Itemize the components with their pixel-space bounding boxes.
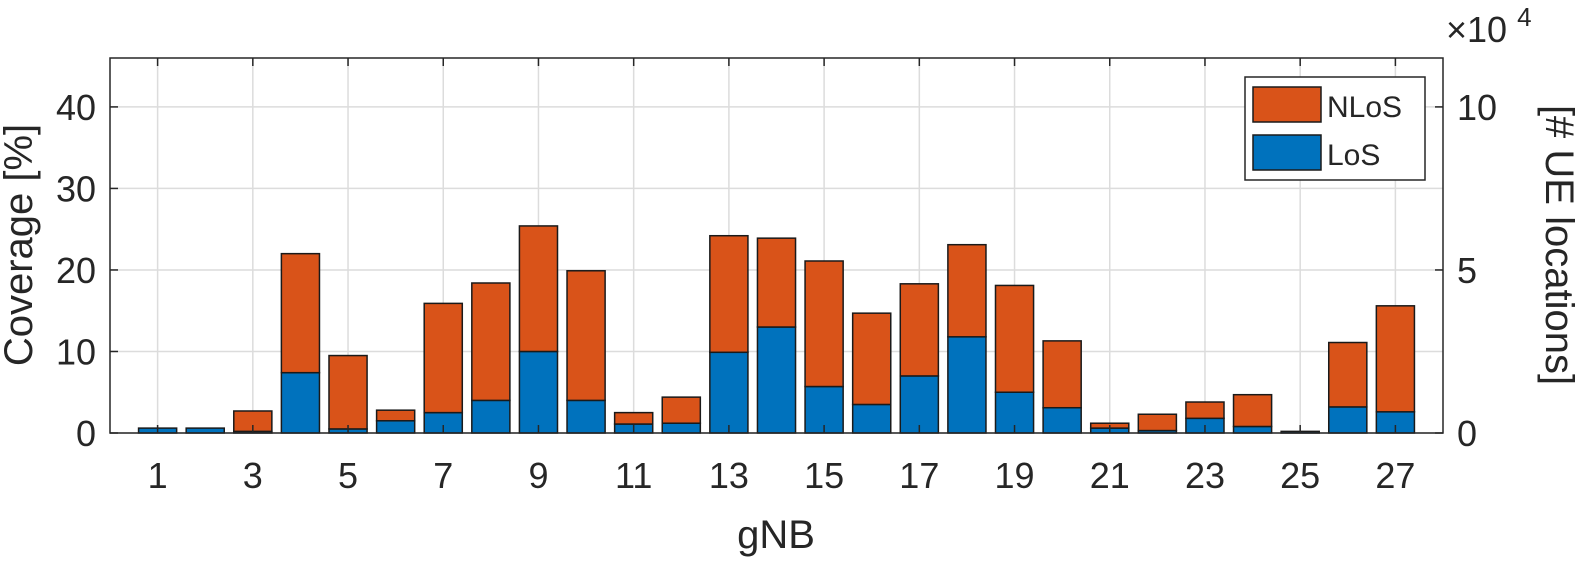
bar-los	[709, 351, 749, 434]
x-tick-label: 9	[528, 455, 548, 496]
y2-tick-label: 5	[1457, 250, 1477, 291]
y2-multiplier-label: ×10 4	[1446, 2, 1532, 50]
x-tick-label: 25	[1280, 455, 1320, 496]
bar-los	[804, 385, 844, 434]
legend-label-los: LoS	[1327, 139, 1380, 172]
bar-nlos	[756, 237, 797, 328]
x-tick-label: 7	[433, 455, 453, 496]
y-tick-label: 30	[56, 168, 96, 209]
bar-nlos	[1042, 340, 1082, 409]
legend: NLoS LoS	[1244, 76, 1426, 181]
bar-nlos	[1375, 305, 1416, 413]
bar-nlos	[471, 282, 511, 402]
y2-multiplier-base: ×10	[1446, 9, 1507, 50]
bar-los	[280, 371, 321, 434]
y2-multiplier-exponent: 4	[1517, 2, 1531, 32]
bar-nlos	[661, 396, 702, 424]
legend-swatch-los	[1252, 134, 1322, 171]
bar-nlos	[804, 260, 844, 388]
bar-nlos	[613, 411, 654, 425]
legend-label-nlos: NLoS	[1327, 91, 1402, 124]
x-axis-label: gNB	[737, 513, 815, 557]
bar-los	[661, 422, 702, 434]
bar-nlos	[1137, 413, 1178, 432]
y2-axis-label: [# UE locations]	[1537, 105, 1578, 385]
bar-nlos	[1327, 341, 1368, 408]
bar-nlos	[518, 225, 559, 353]
x-tick-label: 13	[709, 455, 749, 496]
y-tick-label: 10	[56, 331, 96, 372]
bar-nlos	[1185, 401, 1225, 420]
bar-los	[947, 336, 987, 434]
legend-swatch-nlos	[1252, 86, 1322, 123]
y-axis-label: Coverage [%]	[0, 124, 41, 366]
bar-nlos	[375, 409, 416, 422]
plot-frame	[109, 57, 1444, 434]
bar-nlos	[947, 243, 987, 338]
bar-los	[375, 420, 416, 434]
bar-los	[471, 399, 511, 434]
y2-tick-label: 10	[1457, 87, 1497, 128]
bar-nlos	[1232, 393, 1273, 428]
x-tick-label: 19	[995, 455, 1035, 496]
bar-nlos	[851, 312, 892, 406]
bar-los	[899, 375, 940, 434]
bar-los	[566, 399, 606, 434]
bar-los	[518, 350, 559, 434]
bar-los	[1232, 425, 1273, 434]
bar-nlos	[709, 234, 749, 354]
bar-series	[137, 225, 1416, 434]
x-tick-label: 5	[338, 455, 358, 496]
y2-tick-label: 0	[1457, 413, 1477, 454]
y-tick-label: 40	[56, 87, 96, 128]
x-tick-label: 21	[1090, 455, 1130, 496]
x-tick-label: 1	[148, 455, 168, 496]
bar-nlos	[328, 354, 368, 430]
x-tick-label: 23	[1185, 455, 1225, 496]
bar-nlos	[899, 283, 940, 377]
bar-los	[1042, 406, 1082, 434]
x-tick-label: 11	[615, 455, 652, 496]
bar-los	[756, 326, 797, 434]
y-tick-label: 20	[56, 250, 96, 291]
bar-los	[851, 403, 892, 434]
x-tick-label: 3	[243, 455, 263, 496]
bar-nlos	[994, 284, 1035, 393]
y-tick-label: 0	[76, 413, 96, 454]
bar-los	[1327, 406, 1368, 434]
bar-nlos	[280, 252, 321, 374]
x-tick-label: 27	[1375, 455, 1415, 496]
x-tick-label: 17	[899, 455, 939, 496]
bar-nlos	[566, 270, 606, 402]
x-tick-label: 15	[804, 455, 844, 496]
bar-nlos	[423, 302, 464, 414]
